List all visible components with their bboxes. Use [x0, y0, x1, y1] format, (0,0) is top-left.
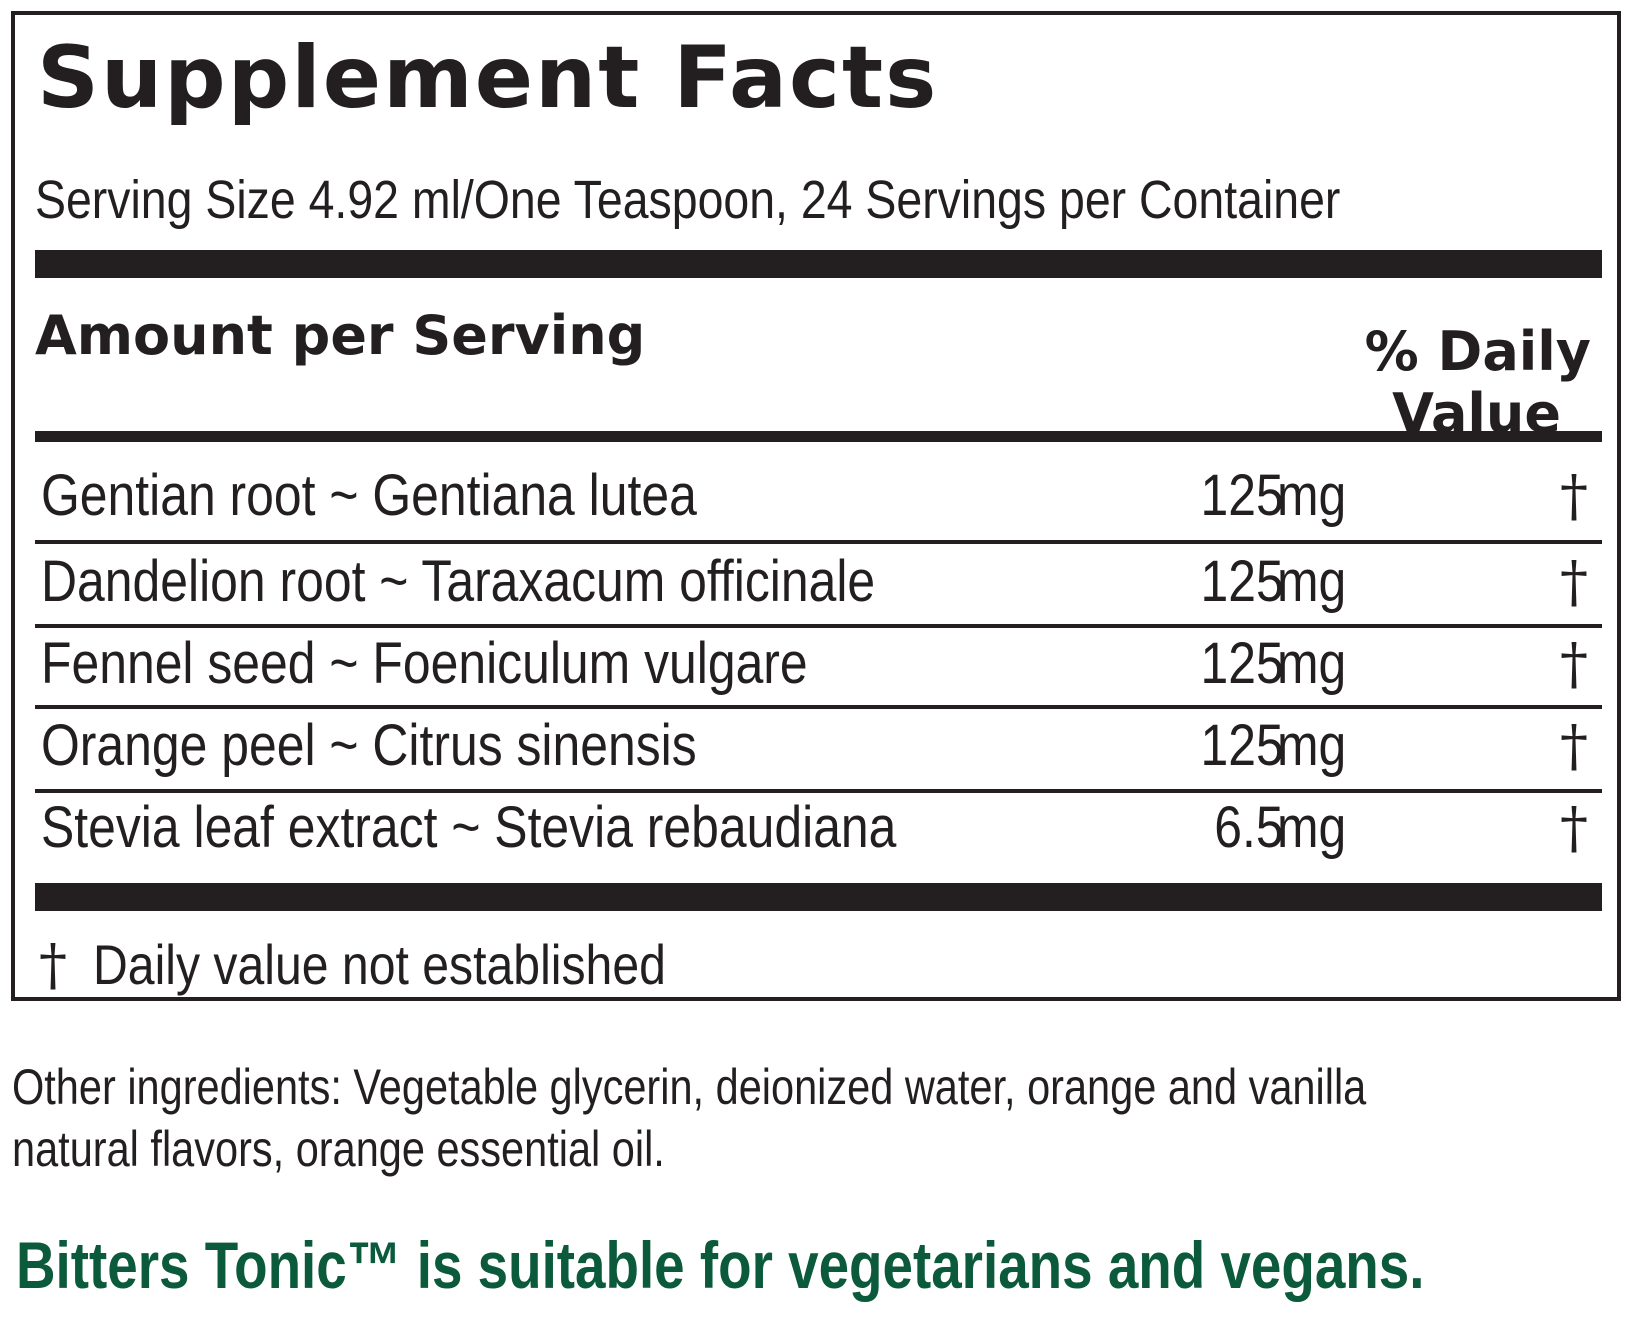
ingredient-dv: †	[1560, 464, 1588, 529]
ingredient-unit: mg	[1277, 713, 1347, 778]
amount-per-serving-header: Amount per Serving	[35, 304, 646, 367]
ingredient-dv: †	[1560, 632, 1588, 697]
row-divider	[35, 624, 1602, 628]
ingredient-row: Fennel seed ~ Foeniculum vulgare 125 mg …	[35, 627, 1602, 707]
ingredient-dv: †	[1560, 550, 1588, 615]
footnote: † Daily value not established	[39, 937, 759, 994]
ingredient-name: Gentian root ~ Gentiana lutea	[41, 463, 697, 528]
ingredient-amount: 125	[1200, 713, 1284, 778]
ingredient-unit: mg	[1277, 463, 1347, 528]
ingredient-name: Stevia leaf extract ~ Stevia rebaudiana	[41, 795, 897, 860]
ingredient-unit: mg	[1277, 795, 1347, 860]
panel-title: Supplement Facts	[37, 28, 939, 128]
ingredient-amount: 6.5	[1214, 795, 1284, 860]
ingredient-name: Fennel seed ~ Foeniculum vulgare	[41, 631, 808, 696]
ingredient-amount: 125	[1200, 549, 1284, 614]
footnote-text: Daily value not established	[93, 933, 666, 996]
serving-size: Serving Size 4.92 ml/One Teaspoon, 24 Se…	[35, 170, 1341, 230]
other-ingredients: Other ingredients: Vegetable glycerin, d…	[12, 1059, 1367, 1177]
row-divider	[35, 540, 1602, 544]
ingredient-unit: mg	[1277, 549, 1347, 614]
row-divider	[35, 705, 1602, 709]
ingredient-row: Gentian root ~ Gentiana lutea 125 mg †	[35, 459, 1602, 539]
vegan-statement: Bitters Tonic™ is suitable for vegetaria…	[16, 1228, 1425, 1302]
divider-thick-bottom	[35, 883, 1602, 911]
ingredient-dv: †	[1560, 714, 1588, 779]
ingredient-row: Dandelion root ~ Taraxacum officinale 12…	[35, 545, 1602, 625]
ingredient-row: Stevia leaf extract ~ Stevia rebaudiana …	[35, 791, 1602, 871]
row-divider	[35, 789, 1602, 793]
ingredient-amount: 125	[1200, 463, 1284, 528]
divider-thick-top	[35, 250, 1602, 278]
supplement-facts-panel: Supplement Facts Serving Size 4.92 ml/On…	[11, 11, 1621, 1001]
ingredient-dv: †	[1560, 796, 1588, 861]
ingredient-name: Dandelion root ~ Taraxacum officinale	[41, 549, 876, 614]
daily-value-header: % Daily Value	[1365, 321, 1591, 445]
ingredient-name: Orange peel ~ Citrus sinensis	[41, 713, 697, 778]
ingredient-row: Orange peel ~ Citrus sinensis 125 mg †	[35, 709, 1602, 789]
daily-value-header-line1: % Daily	[1364, 320, 1591, 383]
ingredient-unit: mg	[1277, 631, 1347, 696]
divider-header	[35, 431, 1602, 442]
ingredient-amount: 125	[1200, 631, 1284, 696]
footnote-dagger: †	[39, 933, 67, 998]
